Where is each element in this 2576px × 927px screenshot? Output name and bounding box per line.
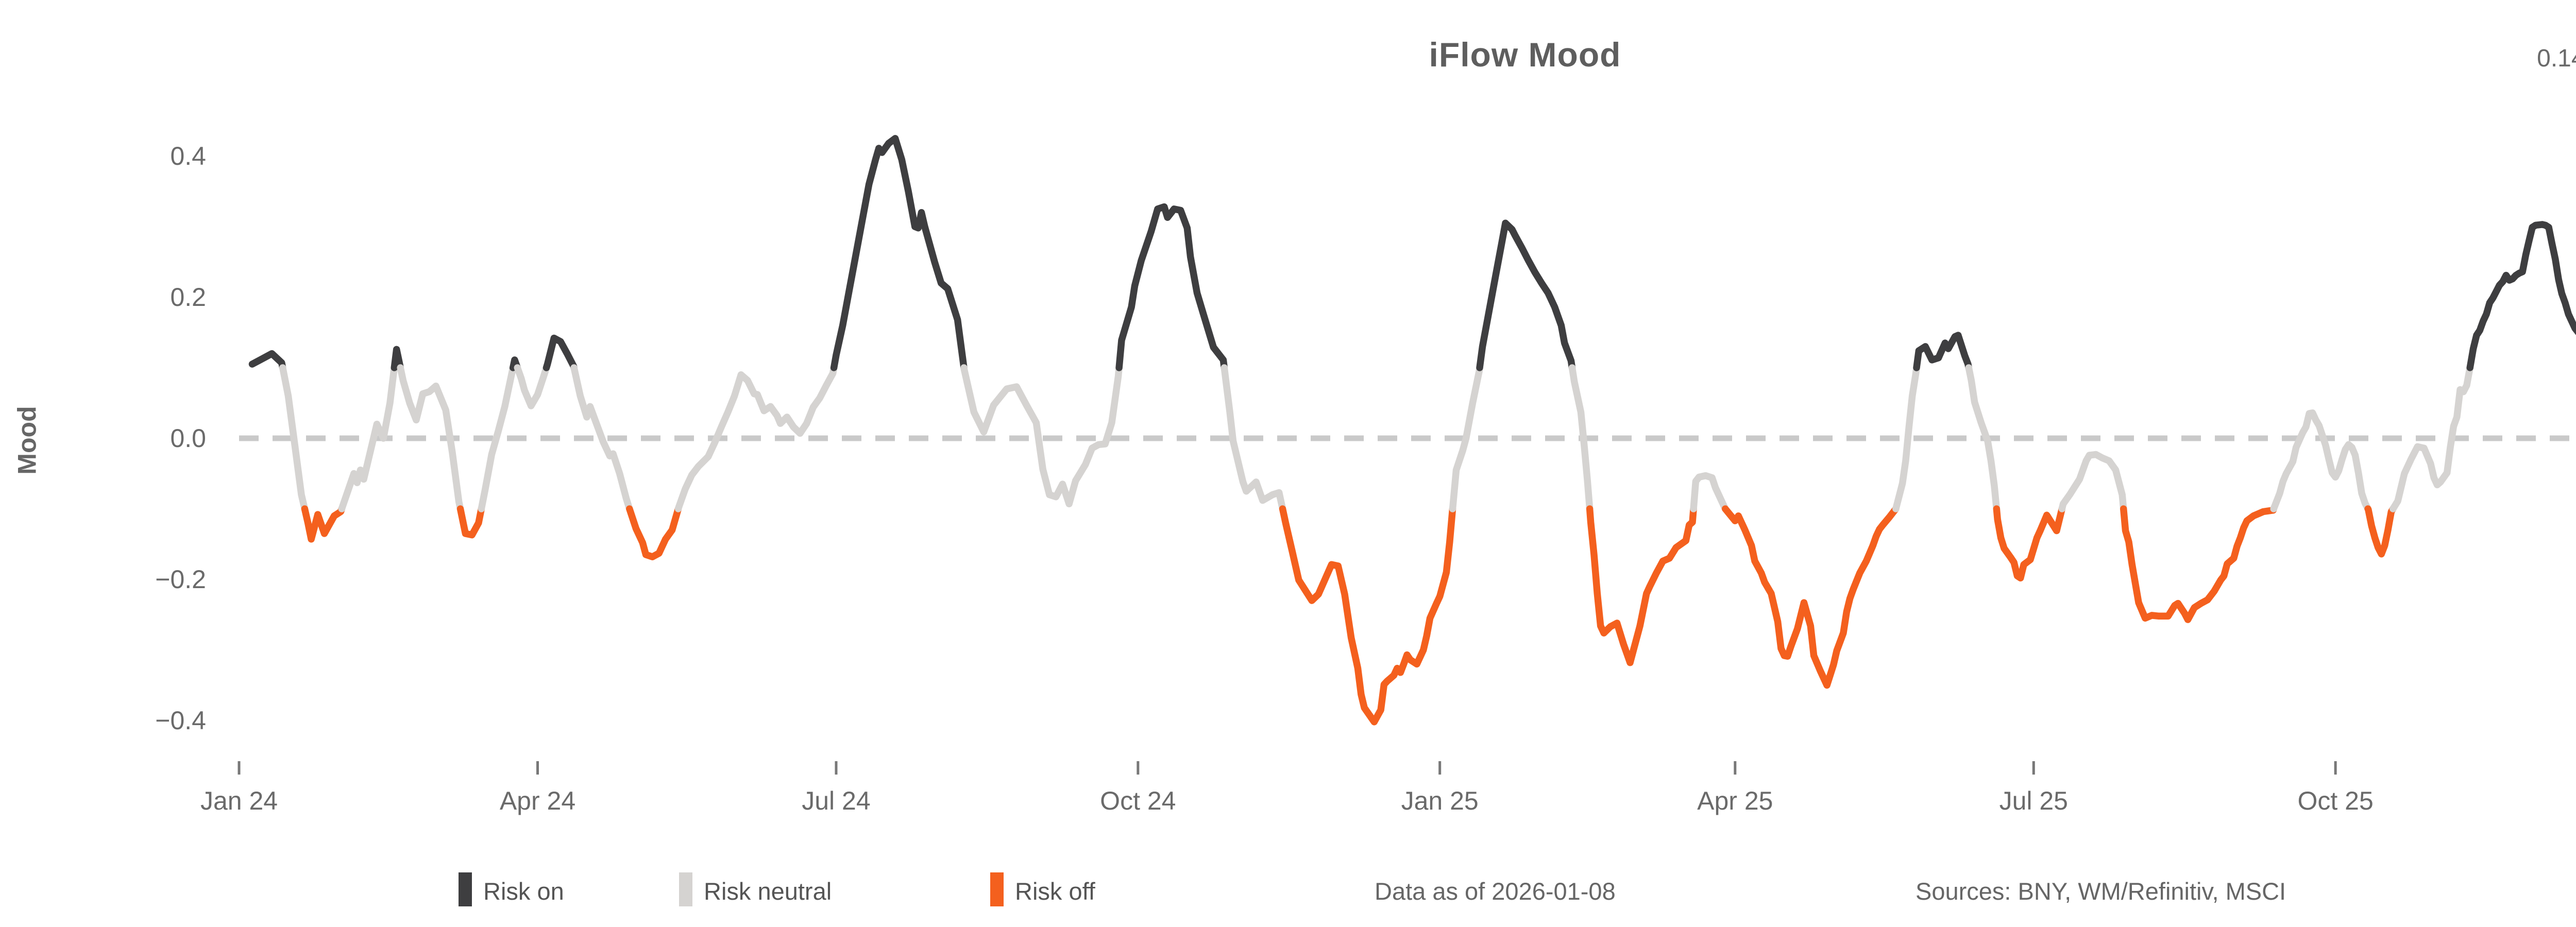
- mood-line-segment-off: [1993, 505, 2066, 582]
- mood-line-segment-neu: [1892, 364, 1920, 512]
- data-as-of-note: Data as of 2026-01-08: [1375, 878, 1616, 905]
- legend-label-risk-on: Risk on: [483, 878, 564, 905]
- legend-swatch-risk-off: [990, 872, 1004, 906]
- y-axis-title-wrap: Mood: [0, 406, 76, 474]
- mood-line-segment-neu: [2270, 409, 2371, 512]
- sources-note: Sources: BNY, WM/Refinitiv, MSCI: [1916, 878, 2286, 905]
- current-reading: 0.1476 → risk on: [2537, 44, 2576, 73]
- mood-line-segment-on: [830, 135, 968, 371]
- mood-line-segment-neu: [1690, 472, 1729, 512]
- mood-line-segment-off: [1721, 505, 1900, 689]
- mood-line-segment-on: [1913, 332, 1973, 371]
- y-tick-label: 0.4: [170, 142, 206, 170]
- mood-line-segment-neu: [570, 364, 633, 512]
- mood-line-segment-neu: [674, 364, 838, 512]
- mood-line-segment-off: [2120, 505, 2277, 623]
- mood-line-segment-off: [456, 505, 485, 539]
- mood-line-segment-off: [2364, 505, 2397, 558]
- mood-line-segment-neu: [338, 364, 398, 512]
- mood-line-segment-off: [626, 505, 682, 560]
- legend-label-risk-off: Risk off: [1015, 878, 1095, 905]
- y-tick-label: 0.2: [170, 283, 206, 312]
- page-title: iFlow Mood: [1429, 36, 1621, 74]
- mood-line-segment-neu: [514, 364, 550, 409]
- legend-swatch-risk-on: [459, 872, 472, 906]
- mood-line-segment-off: [1586, 505, 1697, 666]
- mood-line-segment-neu: [1221, 364, 1286, 512]
- x-tick-label: Jan 24: [200, 786, 278, 815]
- mood-line-segment-neu: [1449, 364, 1483, 512]
- mood-line-segment-neu: [2389, 364, 2473, 512]
- x-tick-label: Jul 25: [1999, 786, 2068, 815]
- legend-label-risk-neutral: Risk neutral: [704, 878, 832, 905]
- legend-swatch-risk-neutral: [679, 872, 692, 906]
- mood-line-segment-neu: [279, 364, 309, 512]
- current-reading-value: 0.1476: [2537, 45, 2576, 72]
- x-tick-label: Apr 25: [1697, 786, 1773, 815]
- mood-line-segment-neu: [1965, 364, 2001, 512]
- mood-line-segment-neu: [397, 364, 464, 512]
- x-tick-label: Oct 24: [1100, 786, 1176, 815]
- mood-line-segment-neu: [478, 364, 517, 512]
- mood-line-segment-neu: [960, 364, 1123, 508]
- x-tick-label: Apr 24: [500, 786, 575, 815]
- y-tick-label: −0.2: [155, 565, 206, 594]
- mood-line-segment-off: [301, 505, 346, 543]
- y-tick-label: −0.4: [155, 706, 206, 735]
- x-tick-label: Jul 24: [802, 786, 870, 815]
- mood-line-segment-on: [1476, 219, 1576, 371]
- mood-line-segment-neu: [2058, 451, 2127, 512]
- mood-line-segment-on: [2466, 221, 2576, 371]
- mood-line-segment-on: [391, 346, 404, 371]
- mood-line-segment-on: [1115, 203, 1228, 371]
- mood-line-segment-on: [248, 350, 286, 371]
- y-tick-label: 0.0: [170, 424, 206, 453]
- mood-line-segment-neu: [1568, 364, 1594, 512]
- x-tick-label: Oct 25: [2297, 786, 2373, 815]
- mood-line-segment-off: [1279, 505, 1456, 726]
- mood-line-segment-on: [543, 334, 578, 371]
- y-axis-title: Mood: [13, 406, 42, 475]
- x-tick-label: Jan 25: [1401, 786, 1479, 815]
